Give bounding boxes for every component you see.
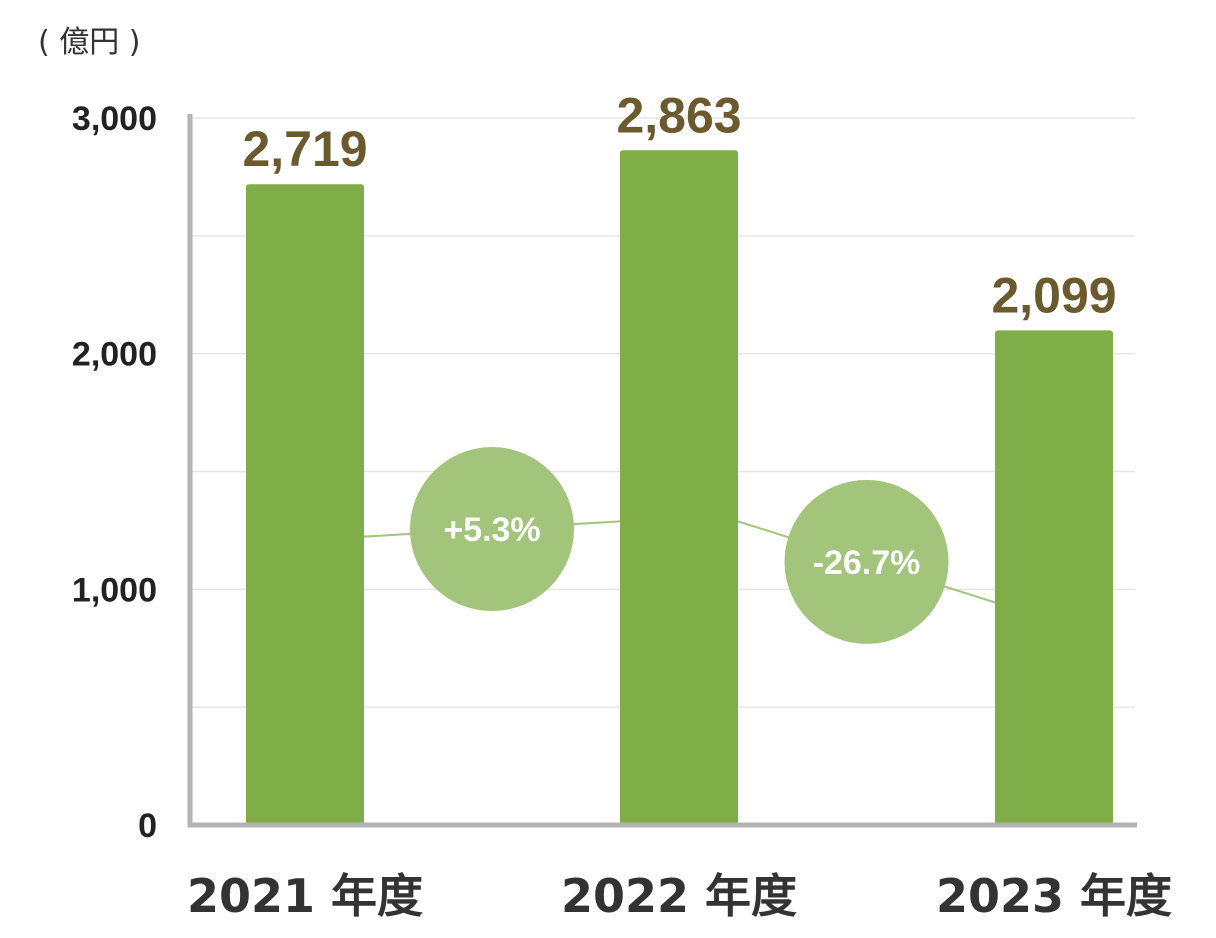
y-tick-label: 0 [138,807,157,845]
value-labels: 2,719 2,863 2,099 [242,87,1116,323]
x-tick-label: 2021 年度 [187,869,423,923]
growth-badge [784,479,949,644]
value-label: 2,099 [991,267,1116,323]
x-tick-label: 2023 年度 [936,869,1172,923]
unit-label: ( 億円 ) [38,25,140,60]
growth-badge [410,447,574,612]
bar [995,330,1113,825]
growth-badge-label: +5.3% [443,511,540,549]
bar [620,150,738,826]
growth-badges: +5.3% -26.7% [410,447,949,644]
y-tick-label: 2,000 [72,336,157,374]
y-tick-label: 1,000 [72,571,157,609]
axes [187,114,1137,828]
x-tick-label: 2022 年度 [561,869,797,923]
y-axis-ticks: 0 1,000 2,000 3,000 [72,100,157,845]
y-tick-label: 3,000 [72,100,157,138]
x-axis-ticks: 2021 年度 2022 年度 2023 年度 [187,869,1172,923]
bars [246,150,1113,826]
value-label: 2,863 [616,87,741,143]
growth-badge-label: -26.7% [813,544,921,582]
bar [246,184,364,825]
value-label: 2,719 [242,121,367,177]
